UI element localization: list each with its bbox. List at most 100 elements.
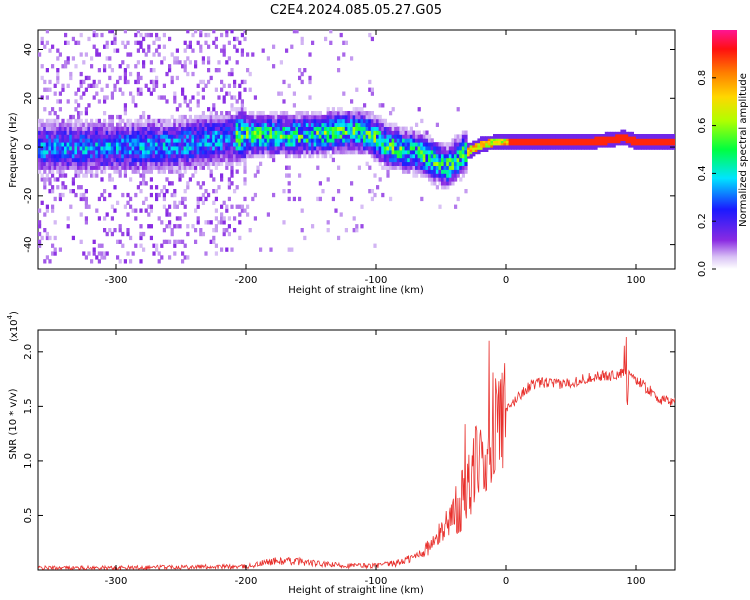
spectrogram-cell	[313, 122, 317, 127]
spectrogram-cell	[396, 130, 400, 135]
spectrogram-cell	[402, 165, 406, 170]
spectrogram-cell	[287, 196, 291, 202]
spectrogram-cell	[667, 147, 671, 150]
spectrogram-cell	[38, 169, 42, 174]
spectrogram-cell	[40, 157, 44, 163]
spectrogram-cell	[409, 157, 413, 163]
spectrogram-cell	[487, 145, 491, 148]
spectrogram-cell	[227, 181, 231, 186]
spectrogram-cell	[324, 146, 328, 151]
spectrogram-cell	[217, 60, 221, 65]
spectrogram-cell	[321, 138, 325, 143]
spectrogram-cell	[235, 114, 239, 120]
spectrogram-cell	[77, 122, 81, 127]
spectrogram-cell	[251, 111, 255, 116]
spectrogram-cell	[586, 147, 590, 150]
spectrogram-cell	[48, 235, 52, 241]
spectrogram-cell	[459, 146, 463, 151]
spectrogram-cell	[261, 114, 265, 120]
spectrogram-cell	[51, 142, 55, 147]
spectrogram-cell	[274, 118, 278, 124]
spectrogram-cell	[352, 142, 356, 147]
spectrogram-cell	[607, 136, 611, 139]
spectrogram-cell	[261, 111, 265, 116]
spectrogram-cell	[181, 173, 185, 178]
spectrogram-cell	[113, 138, 117, 143]
spectrogram-cell	[248, 138, 252, 143]
spectrogram-cell	[498, 134, 502, 137]
spectrogram-cell	[316, 138, 320, 143]
spectrogram-cell	[331, 114, 335, 120]
spectrogram-cell	[389, 150, 393, 155]
spectrogram-cell	[149, 68, 153, 73]
spectrogram-cell	[227, 153, 231, 159]
spectrogram-cell	[97, 251, 101, 256]
spectrogram-cell	[264, 134, 268, 139]
spectrogram-cell	[355, 130, 359, 135]
spectrogram-cell	[659, 138, 663, 141]
spectrogram-cell	[316, 153, 320, 159]
spectrogram-cell	[547, 145, 551, 148]
spectrogram-cell	[342, 150, 346, 155]
spectrogram-cell	[38, 142, 42, 147]
spectrogram-cell	[66, 134, 70, 139]
spectrogram-cell	[454, 157, 458, 163]
spectrogram-cell	[266, 130, 270, 135]
spectrogram-cell	[368, 122, 372, 127]
spectrogram-cell	[123, 68, 127, 73]
spectrogram-cell	[477, 147, 481, 150]
spectrogram-cell	[547, 138, 551, 141]
spectrogram-cell	[225, 165, 229, 170]
spectrogram-cell	[534, 147, 538, 150]
spectrogram-cell	[204, 150, 208, 155]
spectrogram-cell	[82, 91, 86, 96]
spectrogram-cell	[238, 130, 242, 135]
spectrogram-cell	[584, 138, 588, 141]
spectrogram-cell	[53, 177, 57, 182]
spectrogram-cell	[105, 142, 109, 147]
spectrogram-cell	[407, 142, 411, 147]
spectrogram-cell	[170, 228, 174, 233]
spectrogram-cell	[334, 111, 338, 116]
spectrogram-cell	[209, 169, 213, 174]
spectrogram-cell	[664, 147, 668, 150]
spectrogram-cell	[105, 122, 109, 127]
spectrogram-cell	[201, 150, 205, 155]
spectrogram-cell	[664, 136, 668, 139]
spectrogram-cell	[45, 130, 49, 135]
spectrogram-cell	[368, 150, 372, 155]
spectrogram-cell	[126, 52, 130, 57]
spectrogram-cell	[90, 165, 94, 170]
spectrogram-cell	[261, 48, 265, 53]
spectrogram-cell	[482, 145, 486, 148]
spectrogram-cell	[628, 145, 632, 148]
spectrogram-cell	[261, 134, 265, 139]
spectrogram-cell	[415, 169, 419, 174]
spectrogram-cell	[79, 95, 83, 100]
spectrogram-cell	[529, 142, 533, 146]
spectrogram-cell	[438, 142, 442, 147]
spectrogram-cell	[420, 150, 424, 155]
spectrogram-cell	[269, 111, 273, 116]
spectrogram-cell	[118, 130, 122, 135]
spectrogram-cell	[230, 204, 234, 209]
spectrogram-cell	[482, 147, 486, 150]
spectrogram-cell	[131, 150, 135, 155]
spectrogram-cell	[110, 177, 114, 182]
spectrogram-cell	[277, 138, 281, 143]
spectrogram-cell	[604, 138, 608, 141]
spectrogram-cell	[40, 165, 44, 170]
spectrogram-cell	[396, 157, 400, 163]
spectrogram-cell	[529, 138, 533, 141]
spectrogram-cell	[82, 142, 86, 147]
spectrogram-cell	[79, 122, 83, 127]
spectrogram-cell	[339, 111, 343, 116]
spectrogram-cell	[321, 122, 325, 127]
spectrogram-cell	[155, 185, 159, 190]
spectrogram-cell	[329, 40, 333, 45]
spectrogram-cell	[222, 122, 226, 127]
spectrogram-cell	[368, 165, 372, 170]
spectrogram-cell	[188, 142, 192, 147]
spectrogram-cell	[264, 122, 268, 127]
spectrogram-cell	[269, 150, 273, 155]
